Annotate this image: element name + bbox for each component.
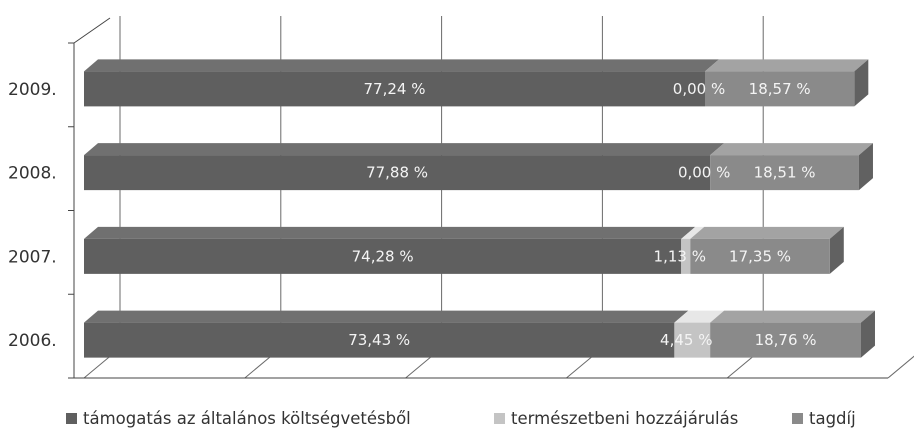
data-label: 18,57 % xyxy=(749,80,811,98)
data-label: 4,45 % xyxy=(660,331,712,349)
bar-side xyxy=(854,59,869,107)
bar-top xyxy=(674,310,725,323)
bar xyxy=(710,155,859,191)
bar-top xyxy=(690,226,844,239)
data-label: 1,13 % xyxy=(654,247,706,265)
data-label: 18,76 % xyxy=(755,331,817,349)
data-label: 74,28 % xyxy=(352,247,414,265)
floor-gridline xyxy=(887,355,914,379)
category-label: 2006. xyxy=(8,331,57,351)
chart-legend: támogatás az általános költségvetésből te… xyxy=(66,409,856,428)
bar-top xyxy=(84,59,720,72)
bar xyxy=(710,322,861,358)
data-label: 73,43 % xyxy=(348,331,410,349)
bar xyxy=(681,238,691,274)
bar-top xyxy=(681,226,705,239)
legend-swatch xyxy=(494,413,505,424)
chart-category-labels: 2009. 2008. 2007. 2006. xyxy=(8,80,57,351)
bar xyxy=(84,71,706,107)
bar xyxy=(705,71,855,107)
legend-label: természetbeni hozzájárulás xyxy=(511,409,738,428)
bar xyxy=(84,238,682,274)
wall-top-edge xyxy=(73,17,111,44)
legend-label: tagdíj xyxy=(809,409,856,428)
category-label: 2008. xyxy=(8,164,57,184)
data-label: 18,51 % xyxy=(754,164,816,182)
bar-top xyxy=(84,143,725,156)
bar-side xyxy=(829,226,844,274)
data-label: 0,00 % xyxy=(673,80,725,98)
legend-swatch xyxy=(66,413,77,424)
chart-bars xyxy=(84,59,875,358)
data-label: 0,00 % xyxy=(678,164,730,182)
bar-side xyxy=(858,143,873,191)
data-label: 17,35 % xyxy=(729,247,791,265)
legend-label: támogatás az általános költségvetésből xyxy=(83,409,411,428)
bar-top xyxy=(710,310,875,323)
bar xyxy=(84,155,711,191)
bar xyxy=(84,322,675,358)
bar xyxy=(690,238,830,274)
bar-top xyxy=(84,310,689,323)
bar-side xyxy=(860,310,875,358)
bar-top xyxy=(84,226,696,239)
category-label: 2009. xyxy=(8,80,57,100)
chart-axes xyxy=(68,17,888,379)
data-label: 77,88 % xyxy=(366,164,428,182)
chart-data-labels: 77,24 % 0,00 % 18,57 % 77,88 % 0,00 % 18,51 %… xyxy=(348,80,816,349)
data-label: 77,24 % xyxy=(364,80,426,98)
legend-swatch xyxy=(792,413,803,424)
bar xyxy=(674,322,711,358)
bar-top xyxy=(705,59,869,72)
category-label: 2007. xyxy=(8,247,57,267)
bar-top xyxy=(710,143,873,156)
